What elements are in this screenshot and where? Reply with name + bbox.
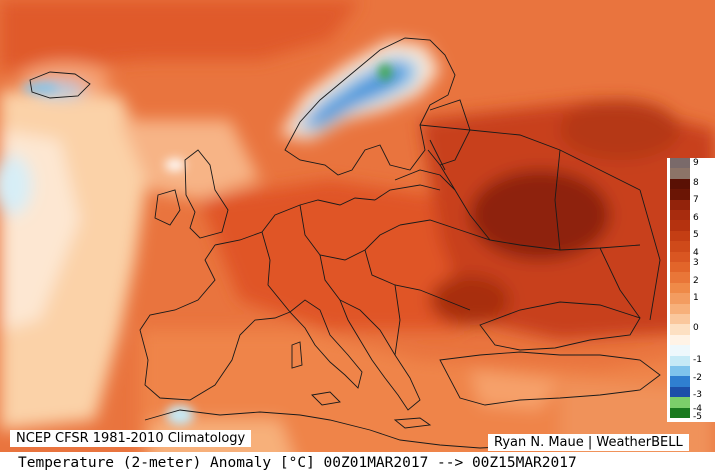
- legend-swatch: [670, 293, 690, 304]
- legend-swatch: [670, 314, 690, 325]
- legend-tick-label: -4: [693, 404, 702, 414]
- legend-tick-label: 3: [693, 258, 699, 268]
- legend-swatch: [670, 407, 690, 418]
- legend-tick-label: -5: [693, 412, 702, 422]
- legend-tick-label: 4: [693, 248, 699, 258]
- credit-label: Ryan N. Maue | WeatherBELL: [488, 434, 689, 451]
- legend-swatch: [670, 303, 690, 314]
- legend-swatch: [670, 272, 690, 283]
- legend-tick-label: 8: [693, 178, 699, 188]
- legend-swatch: [670, 251, 690, 262]
- legend-tick-label: 9: [693, 158, 699, 168]
- legend-swatch: [670, 345, 690, 356]
- legend-swatch: [670, 324, 690, 335]
- legend-swatch: [670, 220, 690, 231]
- legend-swatch: [670, 199, 690, 210]
- legend-swatch: [670, 397, 690, 408]
- legend-swatch: [670, 334, 690, 346]
- coastlines-and-borders: [29, 37, 661, 449]
- legend-tick-label: 1: [693, 293, 699, 303]
- legend-tick-label: 7: [693, 195, 699, 205]
- climatology-label: NCEP CFSR 1981-2010 Climatology: [10, 430, 252, 447]
- legend-swatch: [670, 168, 690, 179]
- legend-swatch: [670, 262, 690, 273]
- legend-swatch: [670, 386, 690, 398]
- legend-swatch: [670, 210, 690, 221]
- map-title: Temperature (2-meter) Anomaly [°C] 00Z01…: [18, 455, 577, 471]
- legend-swatch: [670, 241, 690, 252]
- color-scale-legend: 9 8 7 6 5 4 3 2 1 0 -1 -2 -3 -4 -5: [667, 158, 715, 422]
- legend-swatch: [670, 376, 690, 387]
- legend-tick-label: 0: [693, 323, 699, 333]
- legend-tick-label: 2: [693, 276, 699, 286]
- legend-tick-label: 6: [693, 213, 699, 223]
- legend-tick-label: -3: [693, 390, 702, 400]
- legend-swatch: [670, 282, 690, 294]
- legend-swatch: [670, 366, 690, 377]
- legend-swatch: [670, 158, 690, 169]
- legend-swatch: [670, 355, 690, 366]
- legend-swatch: [670, 189, 690, 200]
- title-bar: Temperature (2-meter) Anomaly [°C] 00Z01…: [0, 452, 715, 476]
- legend-tick-label: -1: [693, 355, 702, 365]
- legend-swatch: [670, 178, 690, 190]
- legend-swatch: [670, 230, 690, 242]
- legend-tick-label: -2: [693, 373, 702, 383]
- legend-tick-label: 5: [693, 230, 699, 240]
